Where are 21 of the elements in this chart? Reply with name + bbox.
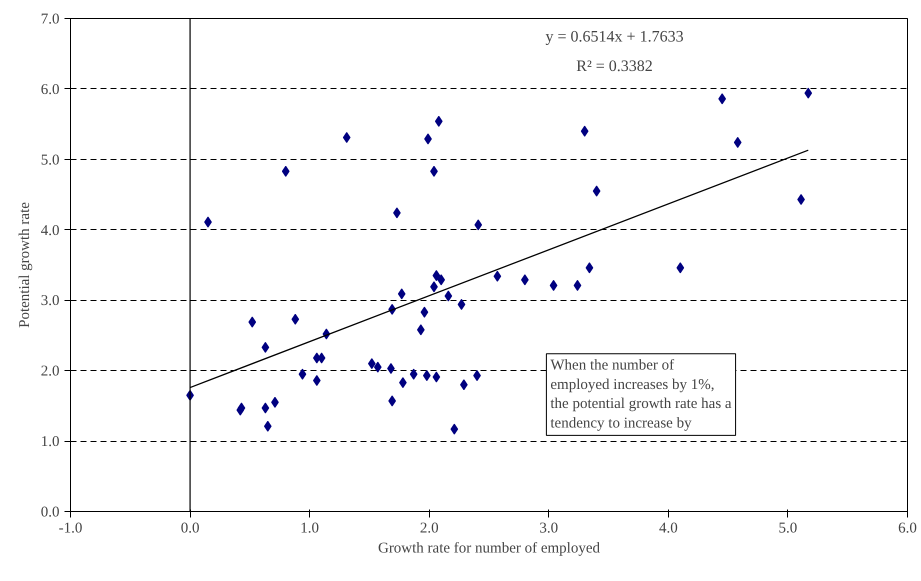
x-tick-label: 6.0 xyxy=(898,520,917,536)
annotation: When the number of employed increases by 1%, the potential growth rate has a tendency to increase by xyxy=(550,358,732,432)
y-tick-label: 1.0 xyxy=(40,434,60,450)
x-tick-label: -1.0 xyxy=(58,520,82,536)
x-tick-label: 0.0 xyxy=(180,520,200,536)
y-tick-label: 2.0 xyxy=(40,364,60,380)
y-axis-title: Potential growth rate xyxy=(16,202,33,328)
y-tick-label: 0.0 xyxy=(40,504,60,520)
x-tick-label: 5.0 xyxy=(778,520,798,536)
x-tick-label: 3.0 xyxy=(539,520,558,536)
y-tick-label: 6.0 xyxy=(40,82,60,98)
annotation: R² = 0.3382 xyxy=(576,58,653,75)
x-tick-label: 1.0 xyxy=(300,520,320,536)
x-axis-title: Growth rate for number of employed xyxy=(378,540,601,556)
annotation: y = 0.6514x + 1.7633 xyxy=(546,28,684,46)
y-tick-label: 3.0 xyxy=(40,293,60,310)
x-tick-label: 2.0 xyxy=(420,520,439,536)
y-tick-label: 4.0 xyxy=(40,222,60,239)
y-tick-label: 5.0 xyxy=(40,152,60,168)
x-tick-label: 4.0 xyxy=(658,520,678,536)
y-tick-label: 7.0 xyxy=(40,12,60,28)
